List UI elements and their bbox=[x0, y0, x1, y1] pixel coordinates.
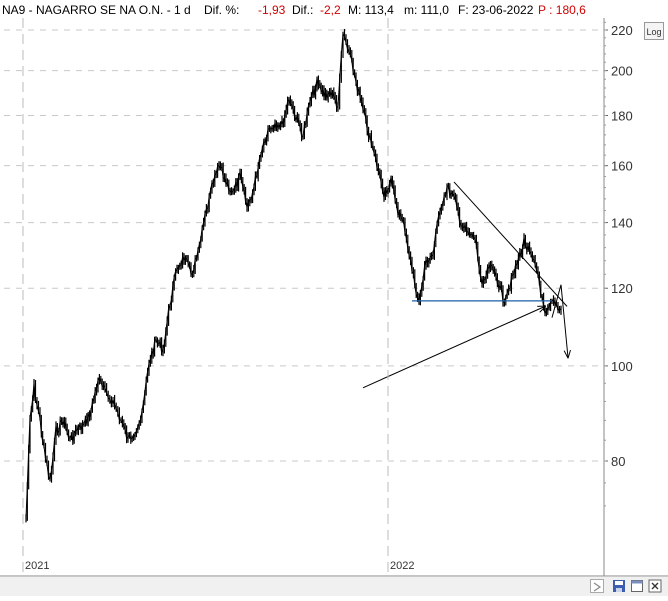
y-tick-label: 100 bbox=[611, 359, 633, 374]
y-tick-label: 140 bbox=[611, 216, 633, 231]
y-tick-label: 120 bbox=[611, 281, 633, 296]
y-tick-label: 200 bbox=[611, 64, 633, 79]
gridlines bbox=[4, 29, 602, 462]
annotations bbox=[362, 181, 568, 389]
scroll-right-icon[interactable] bbox=[590, 579, 604, 593]
ticker-label: NA9 - NAGARRO SE NA O.N. - 1 d bbox=[2, 3, 191, 17]
close-icon[interactable] bbox=[648, 579, 662, 593]
dif-label: Dif.: bbox=[292, 3, 313, 17]
y-axis-ticks: 80 100 120 140 160 180 200 220 bbox=[604, 21, 633, 507]
year-label: 2022 bbox=[390, 560, 414, 572]
y-tick-label: 180 bbox=[611, 108, 633, 123]
dif-pct-value: -1,93 bbox=[258, 3, 286, 17]
dif-pct-label: Dif. %: bbox=[204, 3, 239, 17]
y-tick-label: 220 bbox=[611, 23, 633, 38]
dif-value: -2,2 bbox=[320, 3, 341, 17]
date-label: F: 23-06-2022 bbox=[458, 3, 534, 17]
bottom-toolbar bbox=[0, 576, 668, 596]
min-label: m: 111,0 bbox=[404, 3, 449, 17]
log-scale-button[interactable]: Log bbox=[644, 22, 664, 40]
save-icon[interactable] bbox=[612, 579, 626, 593]
resistance-trendline bbox=[453, 181, 568, 307]
uptrend-arrow bbox=[362, 306, 545, 389]
max-label: M: 113,4 bbox=[348, 3, 394, 17]
price-label: P : 180,6 bbox=[538, 3, 586, 17]
y-tick-label: 80 bbox=[611, 454, 625, 469]
price-series bbox=[25, 28, 562, 523]
price-line bbox=[25, 32, 562, 518]
year-label: 2021 bbox=[25, 560, 49, 572]
y-tick-label: 160 bbox=[611, 159, 633, 174]
chart-header: NA9 - NAGARRO SE NA O.N. - 1 d Dif. %: -… bbox=[0, 0, 592, 18]
projection-arrow bbox=[551, 284, 568, 358]
window-icon[interactable] bbox=[630, 579, 644, 593]
year-labels: 2021 2022 bbox=[22, 18, 414, 576]
